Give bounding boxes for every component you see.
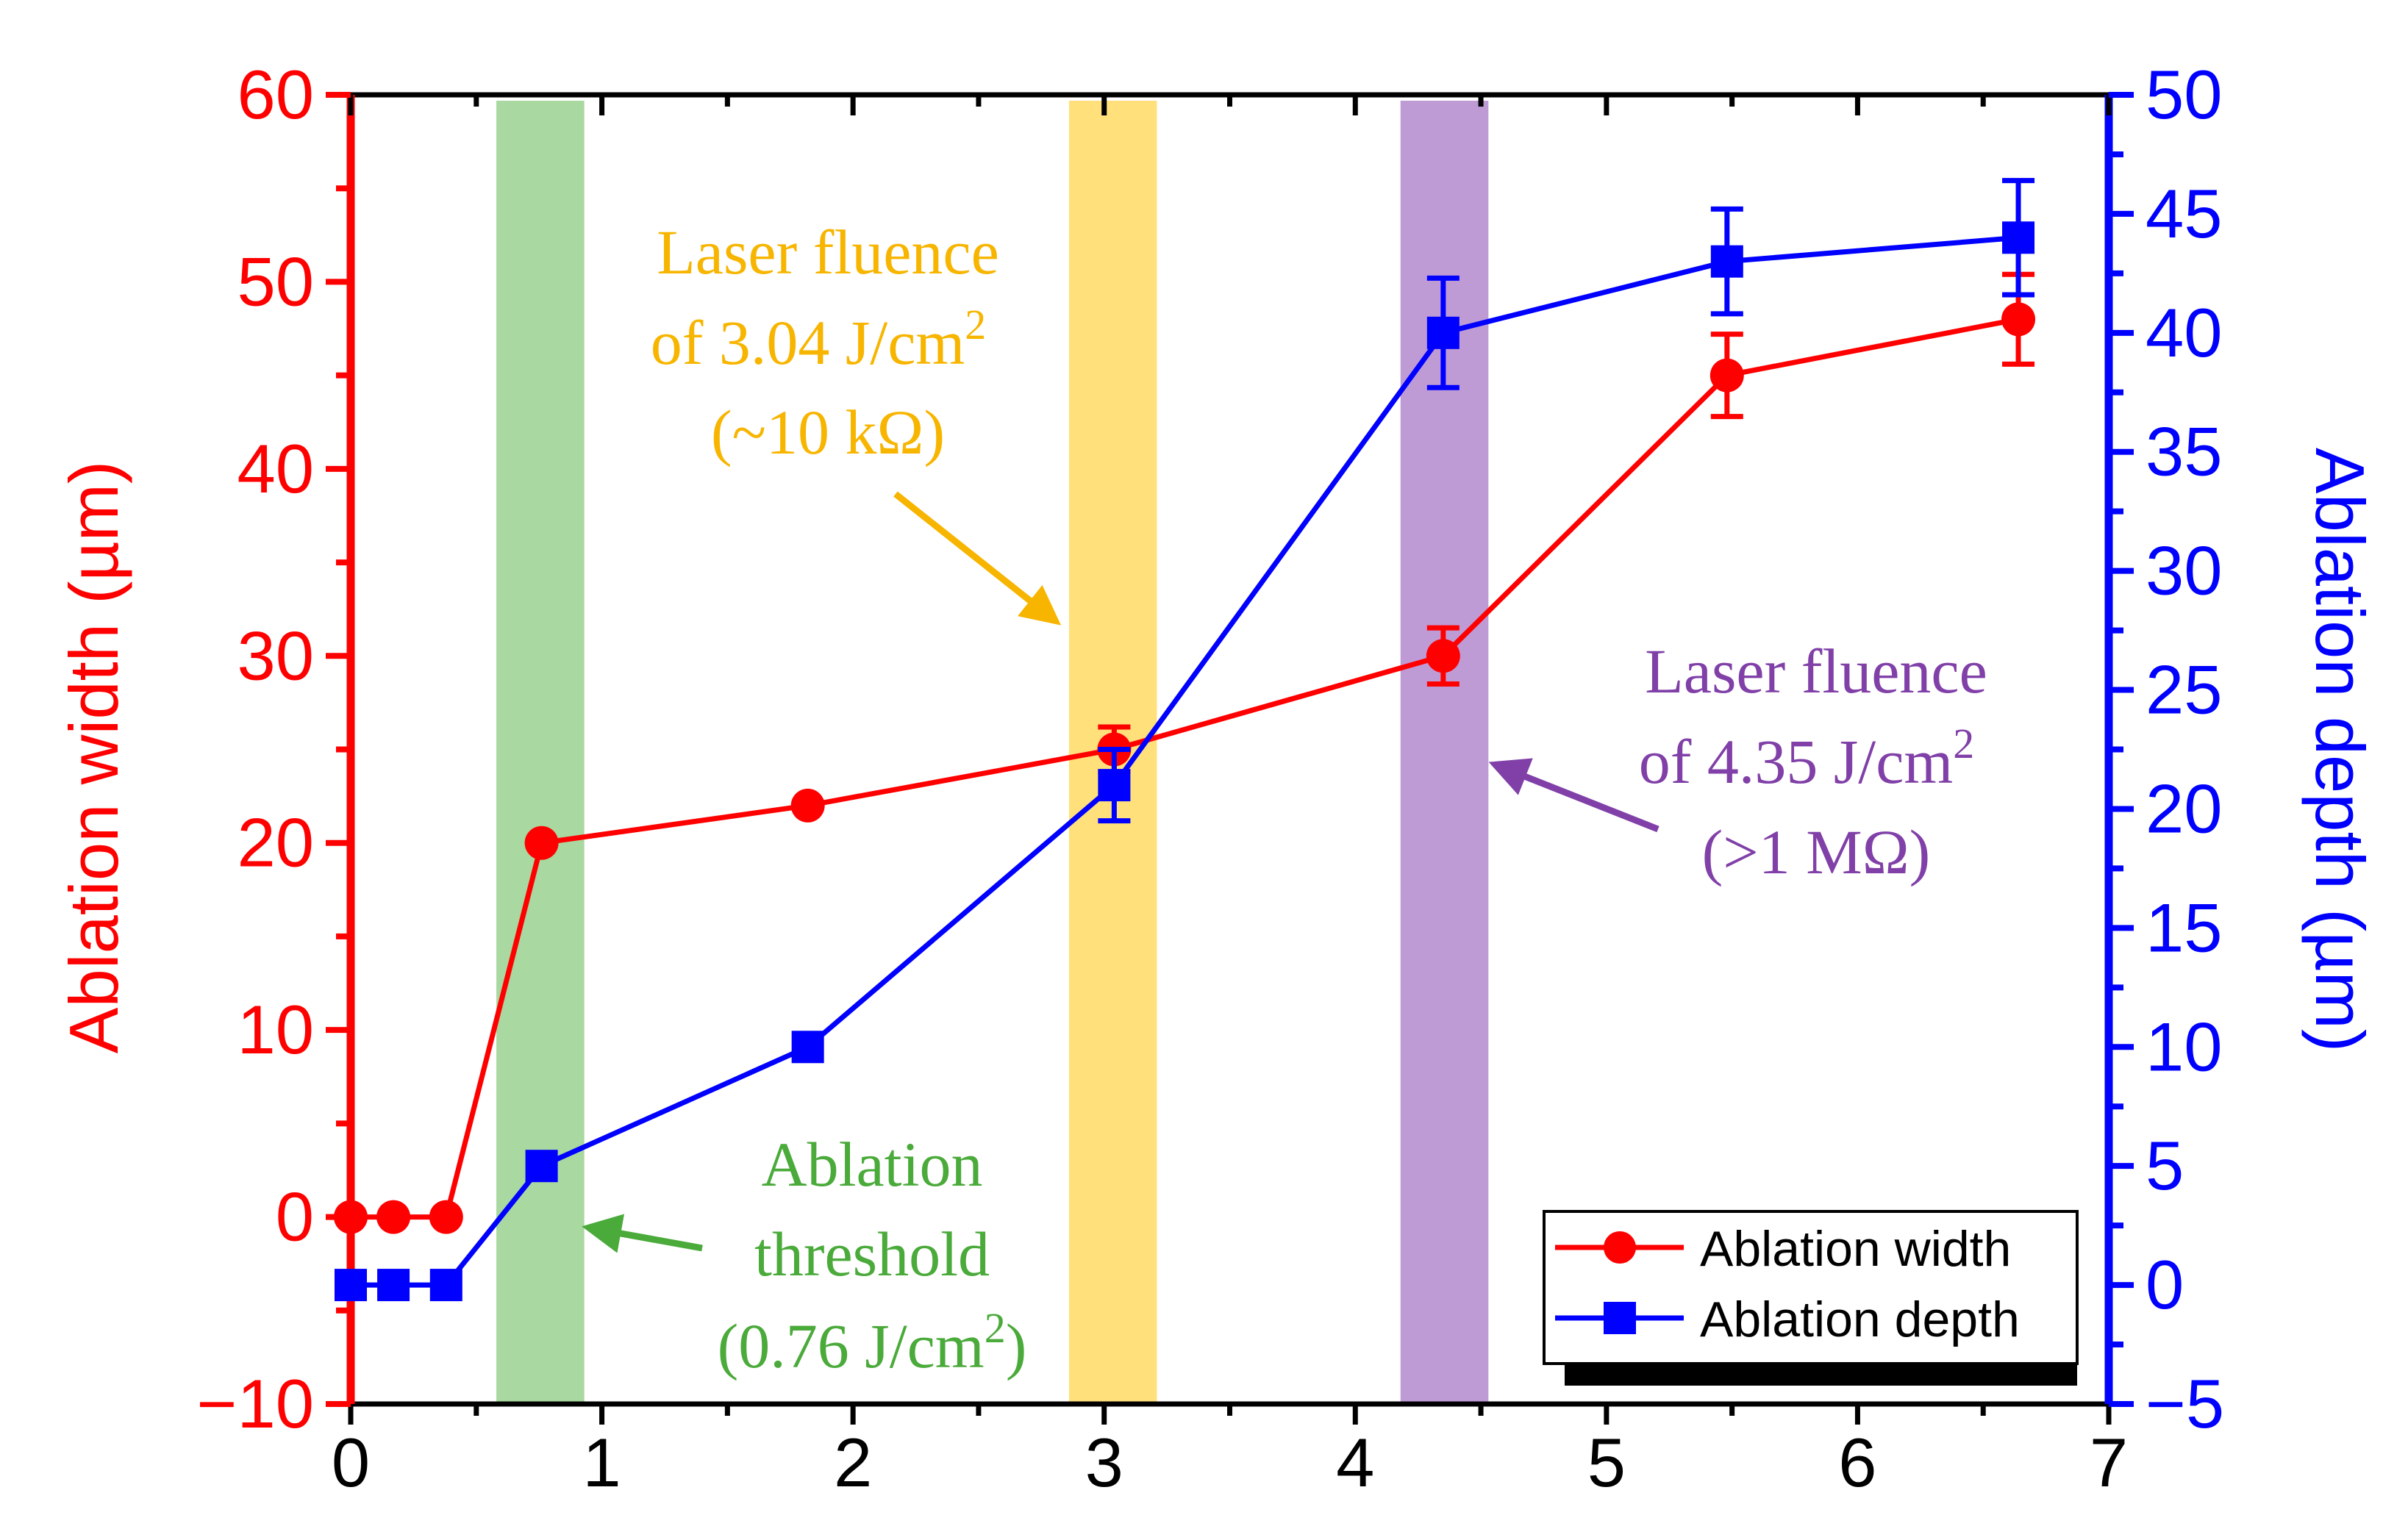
right-y-tick-label: 30 (2146, 532, 2223, 609)
annotation-fluence-3-04-line3: (~10 kΩ) (711, 397, 945, 468)
annotation-fluence-3-04-superscript: 2 (965, 301, 986, 348)
left-y-tick-label: 50 (237, 243, 314, 320)
right-y-tick-label: 0 (2146, 1246, 2184, 1323)
annotation-threshold-line2: threshold (754, 1219, 990, 1289)
arrow-fluence-3-04 (893, 491, 1062, 626)
x-tick-label: 6 (1838, 1424, 1876, 1501)
left-y-tick-label: 60 (237, 56, 314, 133)
left-y-tick-label: −10 (197, 1365, 314, 1442)
ablation-depth-point (335, 1269, 367, 1302)
annotation-threshold-line1: Ablation (762, 1129, 983, 1200)
right-y-tick-label: 10 (2146, 1008, 2223, 1085)
x-tick-label: 3 (1085, 1424, 1123, 1501)
left-y-axis: −10 0 10 20 30 40 50 60 (197, 56, 351, 1442)
left-y-tick-label: 30 (237, 617, 314, 694)
x-tick-label: 7 (2090, 1424, 2128, 1501)
ablation-width-point (524, 825, 559, 860)
ablation-depth-point (1426, 316, 1460, 349)
right-y-tick-label: 5 (2146, 1127, 2184, 1204)
annotation-fluence-3-04-line1: Laser fluence (657, 217, 999, 287)
ablation-width-point (429, 1200, 463, 1234)
legend-label-depth: Ablation depth (1700, 1292, 2020, 1347)
annotation-fluence-4-35-line1: Laser fluence (1645, 636, 1987, 706)
right-axis-title: Ablation depth (µm) (2301, 448, 2379, 1052)
right-y-tick-label: 40 (2146, 294, 2223, 371)
right-y-tick-label: 15 (2146, 889, 2223, 966)
ablation-depth-point (2002, 221, 2035, 254)
ablation-width-point (790, 788, 825, 823)
annotation-ablation-threshold: Ablation threshold (0.76 J/cm2) (718, 1129, 1027, 1381)
annotation-threshold-line3-text: (0.76 J/cm (718, 1311, 985, 1381)
annotation-fluence-4-35-line2-text: of 4.35 J/cm (1639, 726, 1954, 797)
annotation-fluence-4-35-line3: (>1 MΩ) (1702, 817, 1931, 887)
x-tick-label: 1 (582, 1424, 621, 1501)
left-y-tick-label: 10 (237, 991, 314, 1068)
ablation-width-point (1709, 358, 1744, 393)
annotation-fluence-4-35: Laser fluence of 4.35 J/cm2 (>1 MΩ) (1639, 636, 1987, 887)
right-y-tick-label: 50 (2146, 56, 2223, 133)
legend-box (1543, 1210, 2079, 1365)
annotation-fluence-4-35-line2: of 4.35 J/cm2 (1639, 720, 1975, 797)
ablation-depth-point (1098, 769, 1131, 802)
legend-marker-depth (1604, 1302, 1636, 1334)
legend-label-width: Ablation width (1700, 1221, 2011, 1277)
ablation-depth-point (429, 1269, 462, 1302)
right-y-tick-label: 45 (2146, 175, 2223, 252)
ablation-width-point (2001, 302, 2036, 337)
ablation-depth-point (377, 1269, 410, 1302)
annotation-fluence-3-04: Laser fluence of 3.04 J/cm2 (~10 kΩ) (651, 217, 999, 468)
ablation-depth-point (525, 1150, 558, 1183)
right-y-tick-label: 25 (2146, 651, 2223, 728)
annotation-threshold-superscript: 2 (985, 1304, 1006, 1352)
left-y-tick-label: 20 (237, 804, 314, 881)
band-ablation-threshold (496, 101, 585, 1404)
annotation-threshold-line3: (0.76 J/cm2) (718, 1304, 1027, 1381)
x-tick-label: 2 (834, 1424, 872, 1501)
left-y-tick-label: 40 (237, 430, 314, 507)
annotation-threshold-close: ) (1006, 1311, 1027, 1381)
arrow-fluence-4-35 (1488, 758, 1659, 833)
right-y-tick-label: −5 (2146, 1365, 2224, 1442)
x-tick-label: 4 (1336, 1424, 1374, 1501)
series-ablation-depth (335, 178, 2035, 1302)
arrow-ablation-threshold (582, 1214, 703, 1253)
ablation-depth-point (791, 1031, 824, 1064)
legend-marker-width (1604, 1231, 1636, 1264)
annotation-fluence-3-04-line2-text: of 3.04 J/cm (651, 307, 965, 378)
ablation-width-point (1426, 639, 1460, 673)
x-tick-label: 5 (1587, 1424, 1626, 1501)
left-y-tick-label: 0 (276, 1178, 314, 1256)
annotation-fluence-3-04-line2: of 3.04 J/cm2 (651, 301, 987, 378)
x-axis: 0 1 2 3 4 5 6 7 (332, 95, 2128, 1501)
ablation-width-point (334, 1200, 368, 1234)
legend: Ablation width Ablation depth (1543, 1210, 2079, 1386)
x-tick-label: 0 (332, 1424, 370, 1501)
ablation-depth-point (1710, 245, 1743, 278)
right-y-axis: −5 0 5 10 15 20 25 30 35 40 45 50 (2109, 56, 2224, 1442)
left-axis-title: Ablation width (µm) (55, 461, 132, 1053)
right-y-tick-label: 20 (2146, 770, 2223, 847)
annotation-fluence-4-35-superscript: 2 (1953, 720, 1974, 767)
right-y-tick-label: 35 (2146, 413, 2223, 490)
ablation-width-point (376, 1200, 411, 1234)
